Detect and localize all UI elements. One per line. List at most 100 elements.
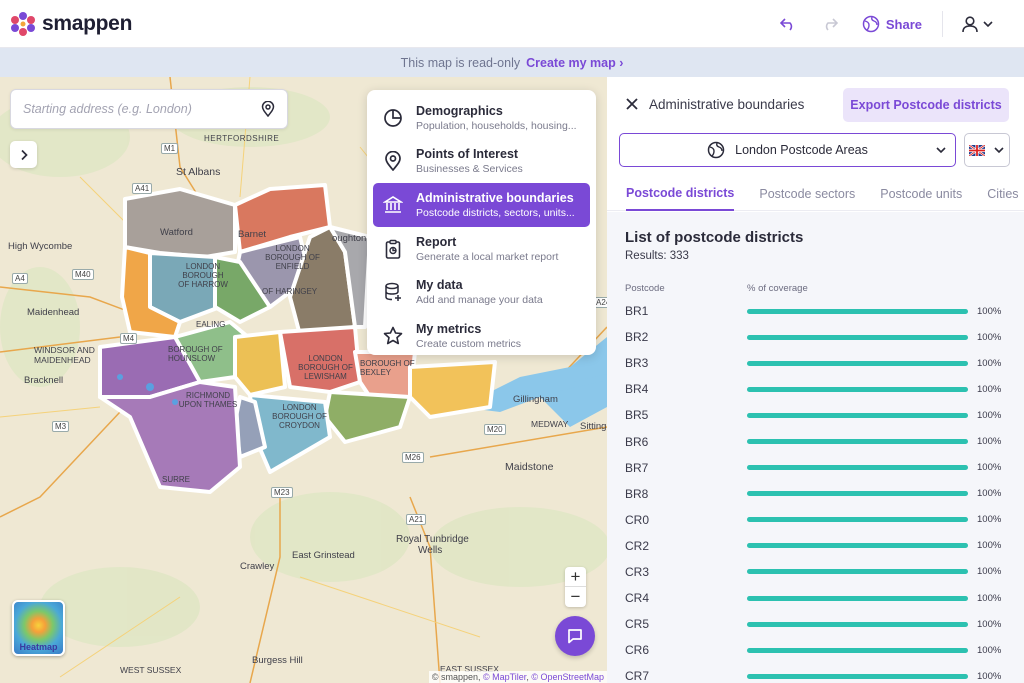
postcode-rows: BR1 100% BR2 100% BR3 100% BR4 100% BR5 100% BR6 10… — [607, 298, 1024, 683]
postcode-list[interactable]: List of postcode districts Results: 333 … — [607, 212, 1024, 683]
chevron-down-icon — [983, 21, 993, 28]
export-postcode-districts-button[interactable]: Export Postcode districts — [843, 88, 1009, 122]
road-badge: A21 — [406, 514, 427, 525]
road-badge: M3 — [52, 421, 70, 432]
share-button[interactable]: Share — [862, 15, 922, 33]
table-row[interactable]: CR0 100% — [607, 507, 1024, 533]
coverage-percent: 100% — [977, 670, 1002, 682]
coverage-bar-fill — [747, 595, 968, 601]
postcode-code: BR6 — [625, 434, 649, 449]
postcode-code: BR4 — [625, 382, 649, 397]
tab-postcode-districts[interactable]: Postcode districts — [626, 177, 735, 211]
table-row[interactable]: BR1 100% — [607, 298, 1024, 324]
road-badge: M1 — [161, 143, 179, 154]
table-row[interactable]: BR5 100% — [607, 402, 1024, 428]
road-badge: M20 — [484, 424, 506, 435]
menu-item-report[interactable]: Report Generate a local market report — [373, 227, 590, 271]
menu-item-title: Demographics — [416, 103, 503, 118]
country-select-dropdown[interactable] — [964, 133, 1010, 167]
tools-menu: Demographics Population, households, hous… — [367, 90, 596, 355]
map-label: MEDWAY — [531, 419, 569, 429]
table-row[interactable]: CR3 100% — [607, 559, 1024, 585]
tab-postcode-units[interactable]: Postcode units — [880, 187, 963, 201]
bank-building-icon — [383, 196, 403, 213]
coverage-bar — [747, 647, 968, 653]
table-row[interactable]: BR8 100% — [607, 481, 1024, 507]
share-label: Share — [885, 16, 922, 32]
coverage-bar-fill — [747, 412, 968, 418]
table-row[interactable]: BR7 100% — [607, 455, 1024, 481]
table-row[interactable]: CR7 100% — [607, 663, 1024, 683]
heatmap-toggle[interactable]: Heatmap — [12, 600, 65, 656]
panel-header: Administrative boundaries Export Postcod… — [607, 77, 1024, 131]
coverage-bar — [747, 621, 968, 627]
road-badge: M26 — [402, 452, 424, 463]
menu-item-title: Administrative boundaries — [416, 190, 574, 205]
menu-item-demographics[interactable]: Demographics Population, households, hous… — [373, 96, 590, 140]
chevron-down-icon — [936, 147, 946, 154]
postcode-code: BR1 — [625, 304, 649, 319]
coverage-bar-fill — [747, 517, 968, 523]
coverage-bar-fill — [747, 647, 968, 653]
menu-item-administrative-boundaries[interactable]: Administrative boundaries Postcode distri… — [373, 183, 590, 227]
maptiler-link[interactable]: © MapTiler — [483, 672, 527, 682]
coverage-bar — [747, 386, 968, 392]
address-search-input[interactable] — [23, 102, 261, 116]
table-row[interactable]: CR2 100% — [607, 533, 1024, 559]
logo[interactable]: smappen — [10, 11, 132, 37]
map-label: Wells — [418, 545, 443, 556]
map-label: LONDON BOROUGH OF CROYDON — [272, 403, 327, 430]
coverage-bar-fill — [747, 308, 968, 314]
coverage-bar-fill — [747, 386, 968, 392]
table-row[interactable]: CR4 100% — [607, 585, 1024, 611]
menu-item-title: Report — [416, 234, 457, 249]
table-row[interactable]: BR6 100% — [607, 428, 1024, 454]
table-row[interactable]: BR4 100% — [607, 376, 1024, 402]
map-label: Gillingham — [513, 394, 558, 405]
table-row[interactable]: BR2 100% — [607, 324, 1024, 350]
openstreetmap-link[interactable]: © OpenStreetMap — [531, 672, 604, 682]
coverage-bar — [747, 439, 968, 445]
coverage-percent: 100% — [977, 540, 1002, 552]
zoom-out-button[interactable]: − — [570, 587, 581, 606]
map-canvas[interactable]: HERTFORDSHIRE St Albans High Wycombe Wat… — [0, 77, 607, 683]
postcode-code: CR2 — [625, 538, 650, 553]
table-row[interactable]: CR6 100% — [607, 637, 1024, 663]
close-icon[interactable] — [625, 97, 639, 111]
menu-item-subtitle: Generate a local market report — [416, 250, 559, 263]
map-label: BOROUGH OF HOUNSLOW — [168, 345, 223, 363]
menu-item-my-metrics[interactable]: My metrics Create custom metrics — [373, 314, 590, 358]
map-label: EALING — [196, 320, 226, 329]
tab-postcode-sectors[interactable]: Postcode sectors — [759, 187, 856, 201]
map-label: LONDON BOROUGH OF LEWISHAM — [298, 354, 353, 381]
app-name: smappen — [42, 11, 133, 35]
area-select-dropdown[interactable]: London Postcode Areas — [619, 133, 956, 167]
chevron-right-icon — [20, 149, 28, 160]
map-label: MAIDENHEAD — [34, 355, 91, 365]
list-title: List of postcode districts — [625, 229, 804, 246]
undo-icon[interactable] — [776, 12, 800, 36]
postcode-code: BR2 — [625, 330, 649, 345]
postcode-code: BR7 — [625, 460, 649, 475]
map-label: LONDON BOROUGH OF HARROW — [178, 262, 228, 289]
table-row[interactable]: CR5 100% — [607, 611, 1024, 637]
menu-item-my-data[interactable]: My data Add and manage your data — [373, 270, 590, 314]
coverage-bar — [747, 334, 968, 340]
logo-icon — [11, 11, 35, 36]
chevron-down-icon — [994, 147, 1004, 154]
location-pin-icon[interactable] — [261, 101, 275, 117]
table-row[interactable]: BR3 100% — [607, 350, 1024, 376]
readonly-banner: This map is read-only Create my map › — [0, 48, 1024, 77]
boundaries-panel: Administrative boundaries Export Postcod… — [607, 77, 1024, 683]
user-menu[interactable] — [961, 15, 994, 33]
menu-item-points-of-interest[interactable]: Points of Interest Businesses & Services — [373, 140, 590, 184]
chat-button[interactable] — [555, 616, 595, 656]
zoom-in-button[interactable]: + — [565, 567, 586, 587]
tab-cities[interactable]: Cities — [987, 187, 1019, 201]
coverage-percent: 100% — [977, 436, 1002, 448]
redo-icon[interactable] — [818, 12, 842, 36]
menu-item-subtitle: Create custom metrics — [416, 337, 522, 350]
boundary-tabs: Postcode districts Postcode sectors Post… — [607, 177, 1024, 211]
create-my-map-link[interactable]: Create my map › — [526, 55, 624, 70]
expand-panel-button[interactable] — [10, 141, 37, 168]
